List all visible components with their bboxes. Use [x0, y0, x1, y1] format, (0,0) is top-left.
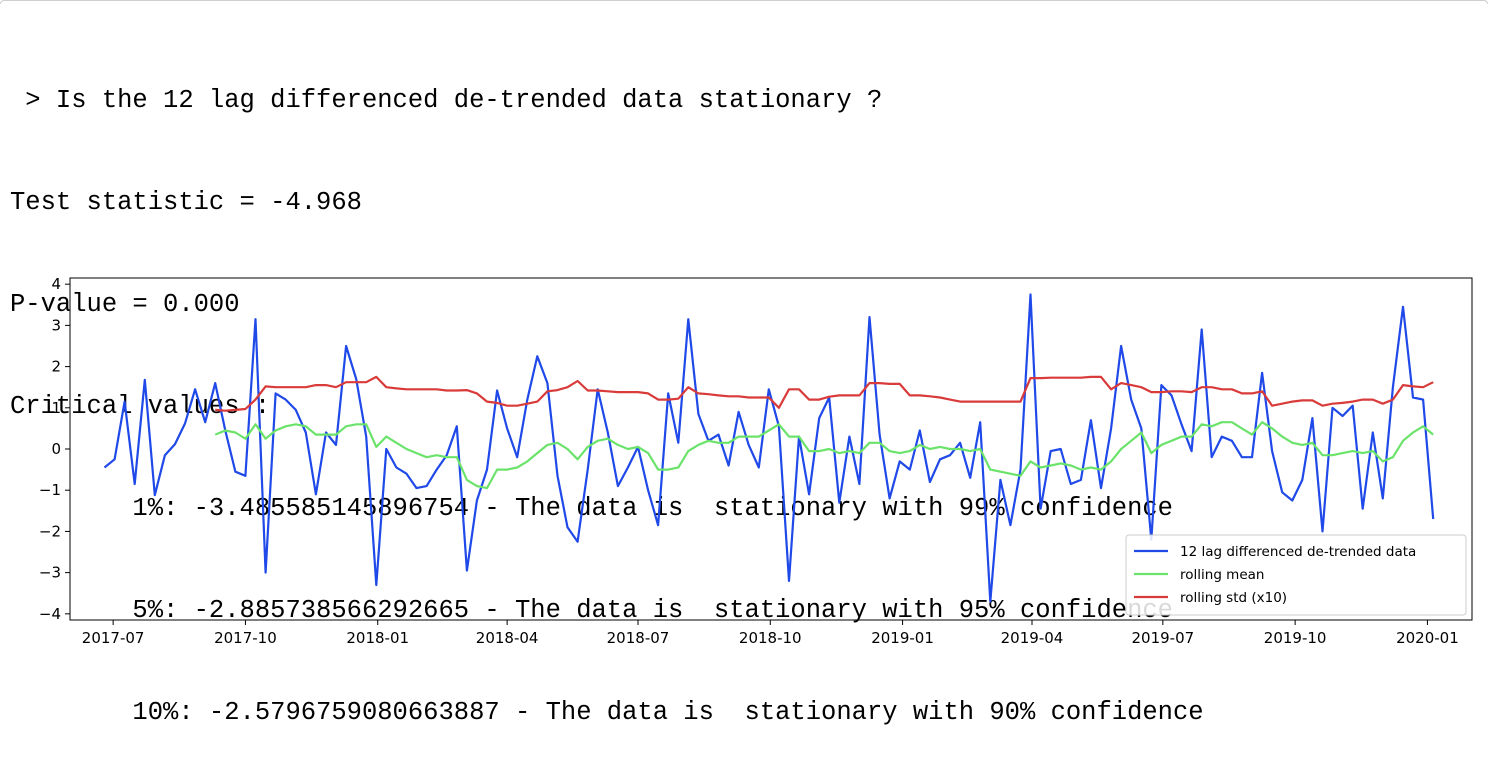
y-tick-label: 0 [51, 440, 61, 458]
test-statistic-line: Test statistic = -4.968 [10, 188, 362, 217]
series-line-1 [214, 421, 1434, 490]
x-tick-label: 2017-07 [82, 629, 145, 647]
p-value-line: P-value = 0.000 [10, 290, 240, 319]
y-tick-label: 1 [51, 399, 61, 417]
critical-value-1pct-line: 1%: -3.485585145896754 - The data is sta… [10, 494, 1173, 523]
time-series-chart: 2017-07 2017-10 2018-01 2018-04 2018-07 2018-… [39, 275, 1473, 647]
legend-label-1: rolling mean [1180, 567, 1264, 583]
y-tick-label: 3 [51, 316, 61, 334]
question-line: > Is the 12 lag differenced de-trended d… [10, 86, 883, 115]
x-tick-label: 2019-01 [871, 629, 934, 647]
series-line-2 [215, 375, 1434, 412]
x-tick-label: 2018-10 [739, 629, 802, 647]
critical-value-10pct-line: 10%: -2.5796759080663887 - The data is s… [10, 698, 1204, 727]
critical-values-heading: Critical values : [10, 392, 271, 421]
legend-box [1125, 534, 1467, 616]
y-tick-label: −2 [39, 522, 61, 540]
x-tick-label: 2019-07 [1131, 629, 1194, 647]
output-cell-border [0, 0, 1488, 4]
x-tick-label: 2017-10 [214, 629, 277, 647]
y-tick-label: 4 [51, 275, 61, 293]
legend: 12 lag differenced de-trended data rollin… [1125, 534, 1467, 616]
x-tick-label: 2019-10 [1264, 629, 1327, 647]
x-tick-label: 2020-01 [1396, 629, 1459, 647]
y-tick-label: 2 [51, 358, 61, 376]
legend-label-0: 12 lag differenced de-trended data [1180, 544, 1416, 560]
legend-label-2: rolling std (x10) [1180, 590, 1287, 606]
y-tick-label: −4 [39, 605, 61, 623]
series-layer [103, 293, 1435, 603]
axes-layer: 2017-07 2017-10 2018-01 2018-04 2018-07 2018-… [39, 275, 1473, 647]
y-tick-label: −3 [39, 564, 61, 582]
y-tick-label: −1 [39, 481, 61, 499]
x-tick-label: 2018-07 [607, 629, 670, 647]
x-tick-label: 2019-04 [1001, 629, 1064, 647]
x-tick-label: 2018-04 [476, 629, 539, 647]
series-line-0 [103, 293, 1435, 603]
x-tick-label: 2018-01 [346, 629, 409, 647]
